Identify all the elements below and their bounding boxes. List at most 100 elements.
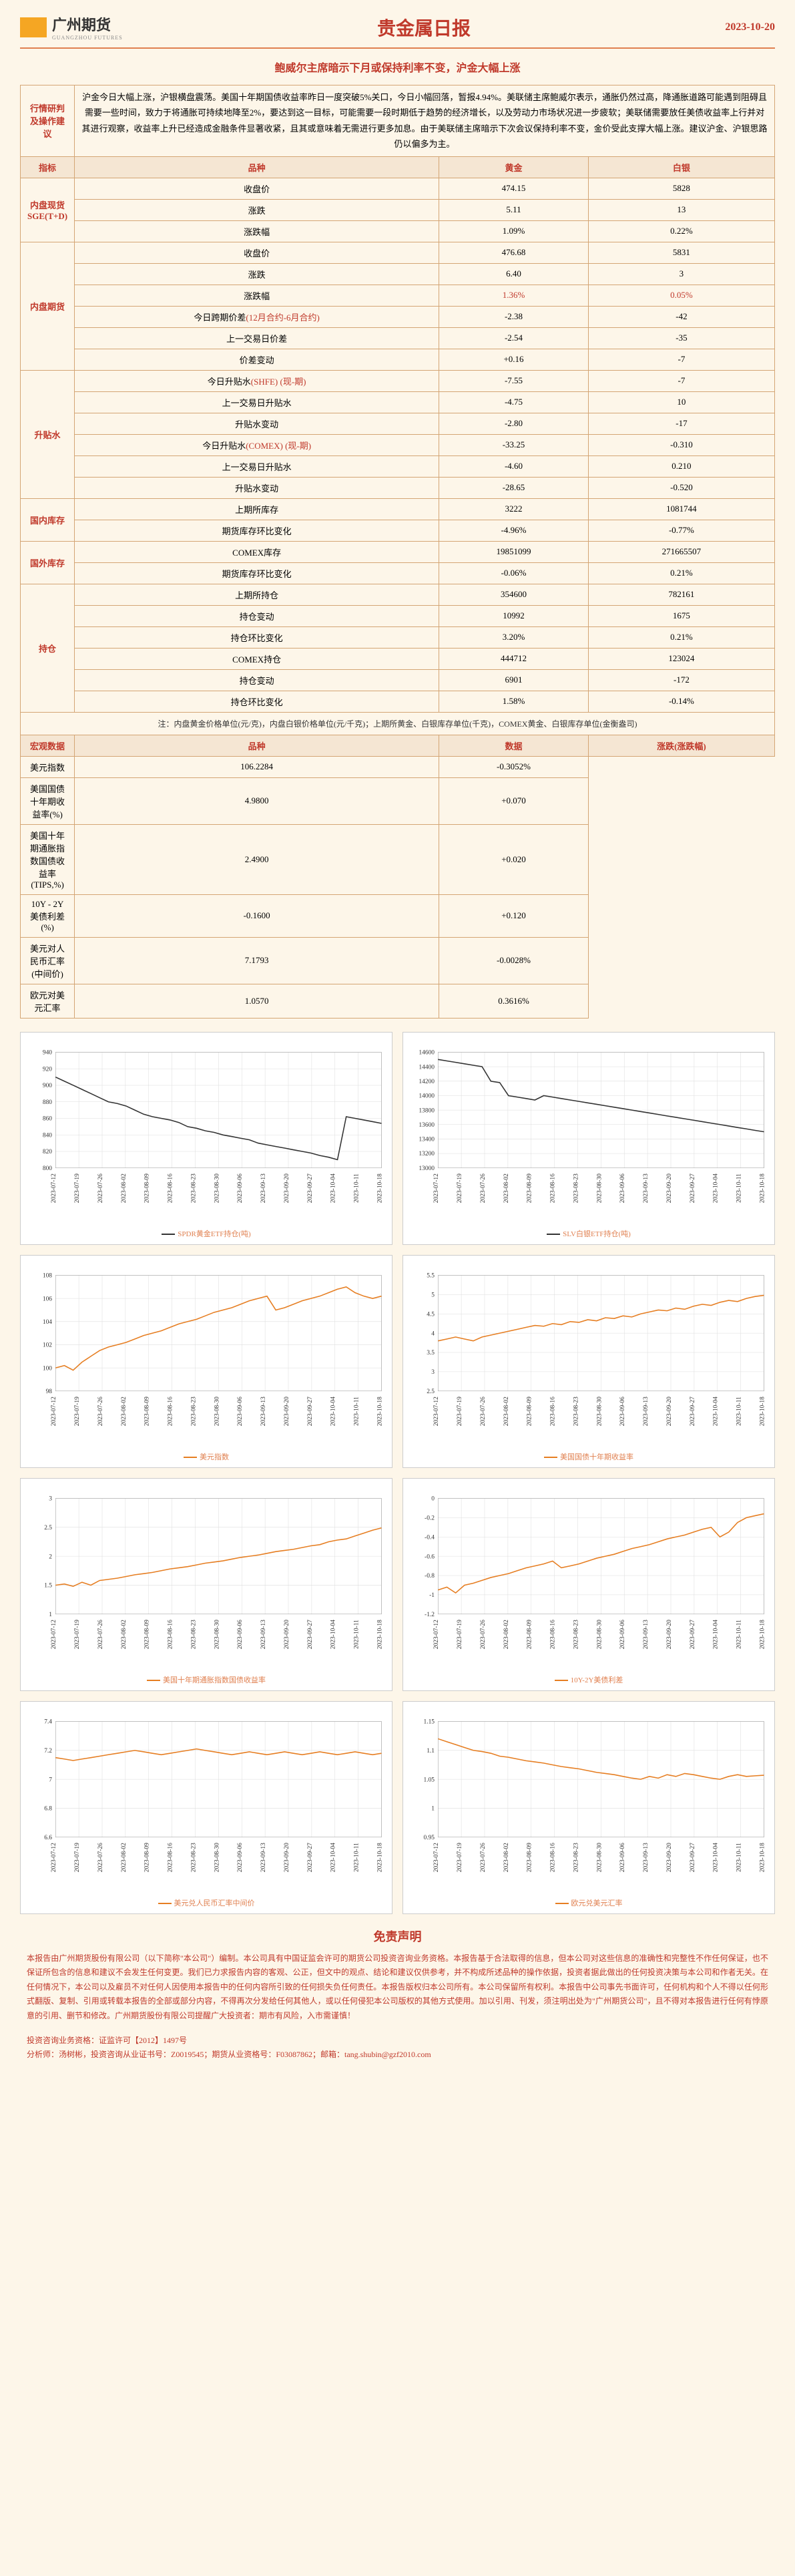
svg-text:2023-10-04: 2023-10-04: [713, 1173, 720, 1202]
data-cell: +0.120: [439, 894, 589, 937]
data-cell: 价差变动: [75, 349, 439, 370]
svg-text:2023-08-16: 2023-08-16: [168, 1619, 174, 1648]
svg-text:2023-07-12: 2023-07-12: [51, 1173, 57, 1202]
svg-text:2023-10-04: 2023-10-04: [330, 1619, 337, 1648]
page-container: 广州期货 GUANGZHOU FUTURES 贵金属日报 2023-10-20 …: [0, 0, 795, 2076]
svg-text:6.8: 6.8: [44, 1805, 52, 1812]
section-label: 内盘期货: [21, 242, 75, 370]
svg-text:2023-07-26: 2023-07-26: [97, 1842, 104, 1871]
data-cell: -0.06%: [439, 562, 589, 584]
svg-text:2023-09-27: 2023-09-27: [690, 1396, 696, 1425]
col-variety: 品种: [75, 156, 439, 178]
data-cell: 持仓变动: [75, 605, 439, 626]
data-cell: 10992: [439, 605, 589, 626]
table-row: 今日跨期价差(12月合约-6月合约)-2.38-42: [21, 306, 775, 327]
svg-text:2023-08-23: 2023-08-23: [191, 1842, 198, 1871]
data-cell: 5831: [588, 242, 774, 263]
data-cell: +0.070: [439, 777, 589, 824]
table-row: 上一交易日升贴水-4.7510: [21, 391, 775, 413]
chart-label: SLV白银ETF持仓(吨): [407, 1226, 771, 1241]
data-cell: -0.520: [588, 477, 774, 498]
svg-text:2023-07-26: 2023-07-26: [97, 1619, 104, 1648]
data-cell: 0.21%: [588, 562, 774, 584]
svg-text:2023-09-20: 2023-09-20: [666, 1173, 673, 1202]
chart-svg: 0.9511.051.11.152023-07-122023-07-192023…: [407, 1705, 771, 1892]
svg-text:2023-10-04: 2023-10-04: [713, 1396, 720, 1425]
svg-text:840: 840: [43, 1132, 52, 1139]
table-row: 涨跌5.1113: [21, 199, 775, 220]
svg-text:2023-10-04: 2023-10-04: [713, 1842, 720, 1871]
table-row: 国外库存COMEX库存19851099271665507: [21, 541, 775, 562]
data-cell: -7: [588, 370, 774, 391]
svg-text:2023-08-09: 2023-08-09: [527, 1619, 533, 1648]
data-cell: 持仓环比变化: [75, 626, 439, 648]
svg-text:7: 7: [49, 1777, 52, 1783]
table-row: 持仓变动109921675: [21, 605, 775, 626]
data-cell: 1081744: [588, 498, 774, 520]
svg-text:2023-09-20: 2023-09-20: [284, 1619, 290, 1648]
svg-text:2023-09-13: 2023-09-13: [643, 1173, 649, 1202]
chart-svg: 1300013200134001360013800140001420014400…: [407, 1036, 771, 1223]
data-cell: 1.36%: [439, 285, 589, 306]
section-label: 升贴水: [21, 370, 75, 498]
macro-header-row: 宏观数据 品种 数据 涨跌(涨跌幅): [21, 735, 775, 756]
chart-svg: 981001021041061082023-07-122023-07-19202…: [24, 1259, 388, 1446]
data-cell: -7.55: [439, 370, 589, 391]
svg-text:2023-08-16: 2023-08-16: [550, 1842, 557, 1871]
chart-label: 10Y-2Y美债利差: [407, 1672, 771, 1687]
data-cell: 474.15: [439, 178, 589, 199]
svg-text:2023-08-02: 2023-08-02: [121, 1619, 127, 1648]
svg-text:2023-09-06: 2023-09-06: [237, 1396, 244, 1425]
svg-text:2023-08-02: 2023-08-02: [121, 1842, 127, 1871]
data-cell: 444712: [439, 648, 589, 669]
svg-text:2023-08-23: 2023-08-23: [191, 1396, 198, 1425]
svg-text:2023-07-12: 2023-07-12: [433, 1842, 440, 1871]
svg-text:2023-10-18: 2023-10-18: [760, 1842, 766, 1871]
table-row: 国内库存上期所库存32221081744: [21, 498, 775, 520]
svg-text:2023-07-19: 2023-07-19: [74, 1173, 81, 1202]
svg-text:1.5: 1.5: [44, 1582, 52, 1589]
svg-text:2023-09-20: 2023-09-20: [284, 1842, 290, 1871]
data-cell: 美元指数: [21, 756, 75, 777]
svg-text:0: 0: [431, 1495, 435, 1502]
data-cell: +0.16: [439, 349, 589, 370]
svg-text:2023-08-23: 2023-08-23: [573, 1173, 580, 1202]
svg-text:98: 98: [46, 1388, 53, 1395]
svg-text:2023-09-27: 2023-09-27: [690, 1619, 696, 1648]
svg-text:13400: 13400: [419, 1136, 435, 1143]
svg-text:860: 860: [43, 1115, 52, 1122]
chart-label: 美国国债十年期收益率: [407, 1449, 771, 1464]
svg-text:-0.2: -0.2: [425, 1515, 435, 1521]
svg-text:2023-09-27: 2023-09-27: [690, 1173, 696, 1202]
svg-text:7.2: 7.2: [44, 1748, 52, 1755]
table-row: 涨跌幅1.09%0.22%: [21, 220, 775, 242]
svg-text:108: 108: [43, 1272, 52, 1279]
svg-text:2023-08-16: 2023-08-16: [550, 1619, 557, 1648]
chart-svg: 2.533.544.555.52023-07-122023-07-192023-…: [407, 1259, 771, 1446]
data-cell: -33.25: [439, 434, 589, 455]
data-cell: -0.1600: [75, 894, 439, 937]
analysis-text: 沪金今日大幅上涨，沪银横盘震荡。美国十年期国债收益率昨日一度突破5%关口，今日小…: [75, 85, 775, 157]
svg-text:2023-10-18: 2023-10-18: [760, 1396, 766, 1425]
table-row: 期货库存环比变化-0.06%0.21%: [21, 562, 775, 584]
footer-info: 投资咨询业务资格：证监许可【2012】1497号 分析师：汤树彬，投资咨询从业证…: [20, 2034, 775, 2062]
chart-box: -1.2-1-0.8-0.6-0.4-0.202023-07-122023-07…: [403, 1478, 775, 1691]
data-cell: 欧元对美元汇率: [21, 984, 75, 1018]
table-row: COMEX持仓444712123024: [21, 648, 775, 669]
svg-text:2023-07-26: 2023-07-26: [97, 1396, 104, 1425]
data-cell: -2.80: [439, 413, 589, 434]
svg-text:2023-09-20: 2023-09-20: [666, 1619, 673, 1648]
svg-text:2023-09-27: 2023-09-27: [307, 1173, 314, 1202]
data-cell: 1675: [588, 605, 774, 626]
col-indicator: 指标: [21, 156, 75, 178]
svg-text:2023-10-18: 2023-10-18: [760, 1619, 766, 1648]
svg-text:2023-09-13: 2023-09-13: [260, 1173, 267, 1202]
svg-text:7.4: 7.4: [44, 1718, 52, 1725]
table-row: 升贴水变动-2.80-17: [21, 413, 775, 434]
svg-text:3.5: 3.5: [427, 1350, 435, 1356]
svg-text:4.5: 4.5: [427, 1311, 435, 1318]
svg-text:1: 1: [431, 1805, 435, 1812]
data-cell: -17: [588, 413, 774, 434]
svg-text:104: 104: [43, 1319, 52, 1326]
data-cell: 6901: [439, 669, 589, 691]
